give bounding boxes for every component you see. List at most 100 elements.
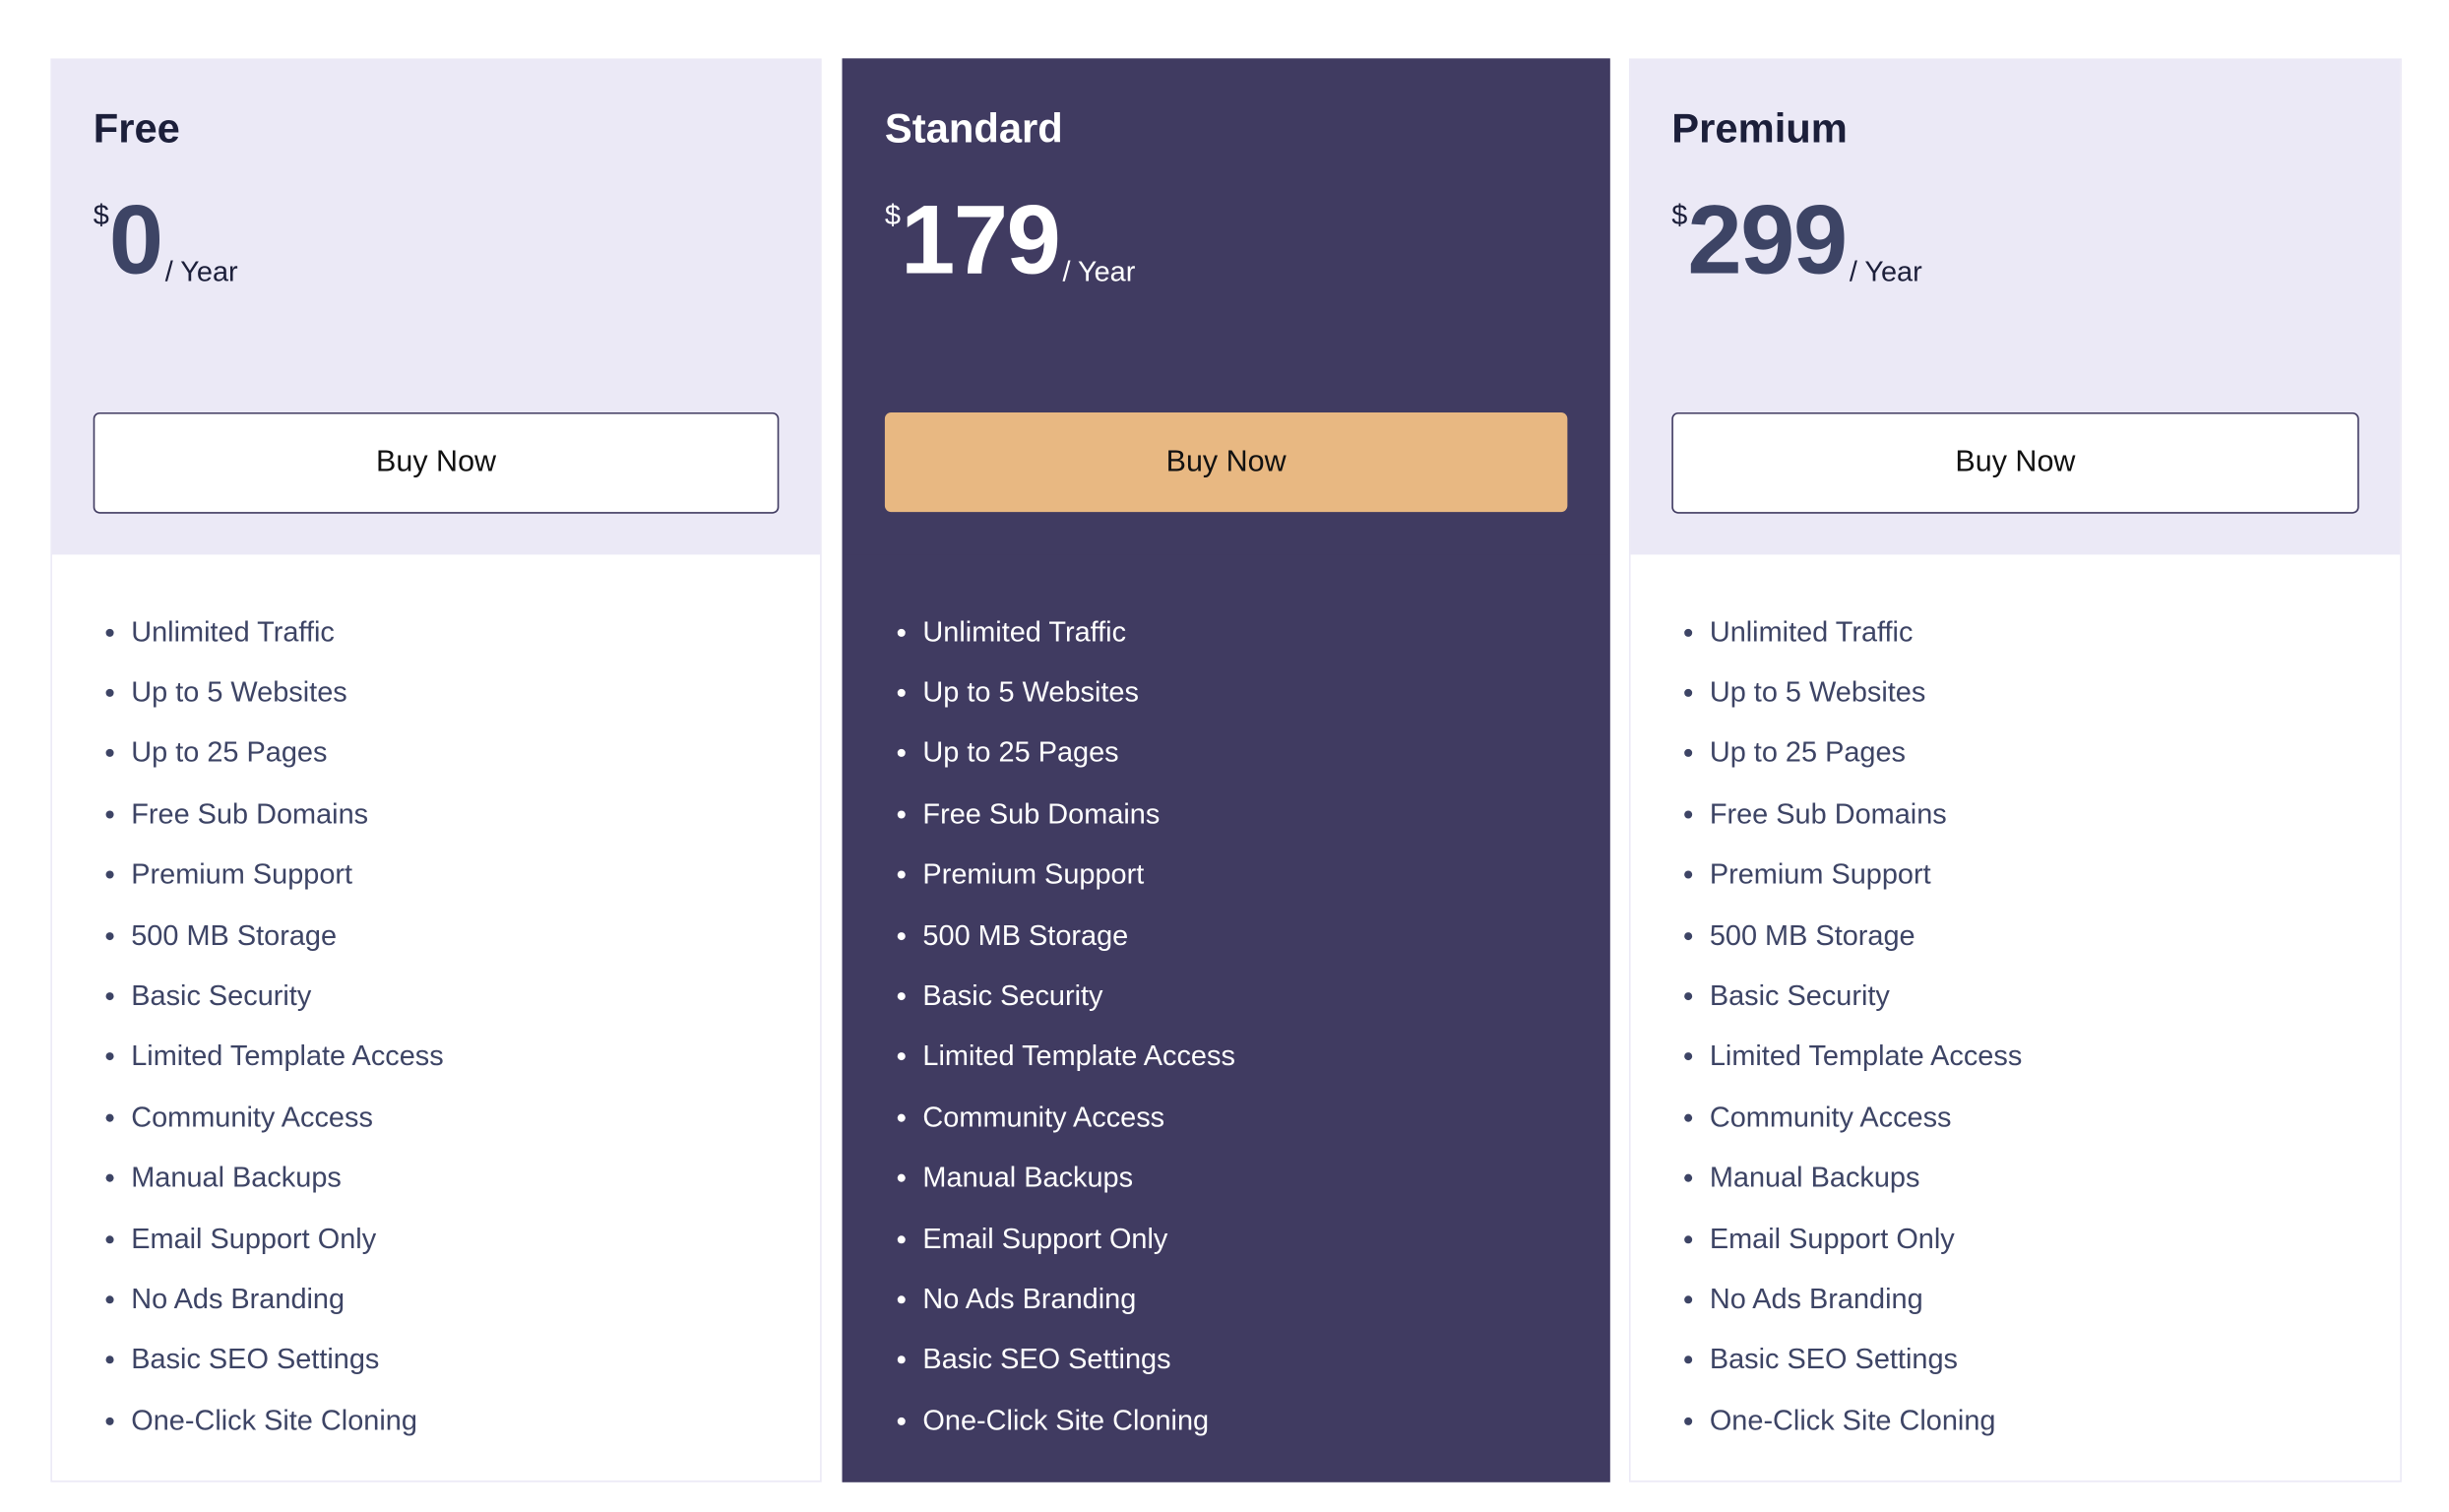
bullet-icon (105, 628, 114, 637)
feature-item: Unlimited Traffic (897, 602, 1235, 663)
feature-label: One-Click Site Cloning (131, 1404, 417, 1436)
bullet-icon (1684, 1295, 1693, 1304)
feature-item: No Ads Branding (897, 1269, 1235, 1330)
feature-item: Community Access (1684, 1088, 2022, 1149)
card-header: Standard $ 179 / Year Buy Now (844, 59, 1609, 555)
feature-item: Community Access (897, 1088, 1235, 1149)
feature-item: Premium Support (897, 845, 1235, 906)
feature-label: No Ads Branding (922, 1283, 1137, 1315)
plan-name: Premium (1671, 103, 1848, 153)
feature-item: Free Sub Domains (1684, 784, 2022, 845)
feature-label: Free Sub Domains (131, 797, 369, 830)
feature-item: Premium Support (105, 845, 444, 906)
price-amount: 0 (108, 186, 163, 296)
plan-name: Free (93, 103, 180, 153)
feature-item: One-Click Site Cloning (897, 1391, 1235, 1452)
price-period: / Year (1849, 256, 1922, 288)
pricing-card-free: Free $ 0 / Year Buy Now Unlimited Traffi… (50, 58, 822, 1482)
bullet-icon (105, 1173, 114, 1183)
feature-item: Unlimited Traffic (1684, 602, 2022, 663)
bullet-icon (1684, 992, 1693, 1001)
feature-label: Up to 25 Pages (922, 736, 1119, 769)
feature-label: Community Access (131, 1101, 373, 1133)
feature-label: Free Sub Domains (922, 797, 1161, 830)
feature-label: Free Sub Domains (1709, 797, 1947, 830)
feature-label: Up to 5 Websites (922, 676, 1139, 709)
bullet-icon (897, 1355, 906, 1364)
feature-label: Basic SEO Settings (922, 1344, 1171, 1376)
feature-label: Manual Backups (1709, 1162, 1920, 1194)
feature-label: No Ads Branding (1709, 1283, 1923, 1315)
feature-label: Email Support Only (131, 1222, 377, 1254)
bullet-icon (1684, 749, 1693, 758)
feature-item: 500 MB Storage (105, 906, 444, 967)
feature-item: Basic Security (1684, 966, 2022, 1027)
feature-label: Community Access (922, 1101, 1165, 1133)
bullet-icon (105, 1295, 114, 1304)
plan-price: $ 179 / Year (885, 186, 1135, 296)
feature-item: Free Sub Domains (105, 784, 444, 845)
feature-label: Community Access (1709, 1101, 1952, 1133)
feature-label: Email Support Only (922, 1222, 1168, 1254)
buy-now-button[interactable]: Buy Now (93, 411, 780, 514)
feature-label: 500 MB Storage (1709, 918, 1915, 951)
feature-item: Manual Backups (1684, 1148, 2022, 1209)
currency-symbol: $ (884, 199, 901, 231)
card-header: Premium $ 299 / Year Buy Now (1630, 59, 2401, 555)
bullet-icon (105, 810, 114, 819)
feature-label: Manual Backups (922, 1162, 1134, 1194)
bullet-icon (897, 1295, 906, 1304)
feature-item: Manual Backups (897, 1148, 1235, 1209)
buy-now-button[interactable]: Buy Now (1671, 411, 2359, 514)
bullet-icon (105, 870, 114, 879)
feature-item: 500 MB Storage (1684, 906, 2022, 967)
bullet-icon (897, 628, 906, 637)
bullet-icon (897, 810, 906, 819)
bullet-icon (897, 931, 906, 940)
feature-label: Up to 5 Websites (1709, 676, 1926, 709)
bullet-icon (897, 1113, 906, 1122)
bullet-icon (897, 870, 906, 879)
pricing-card-premium: Premium $ 299 / Year Buy Now Unlimited T… (1628, 58, 2402, 1482)
feature-item: Up to 25 Pages (1684, 724, 2022, 785)
feature-label: Limited Template Access (131, 1040, 444, 1073)
feature-label: Limited Template Access (922, 1040, 1235, 1073)
feature-label: 500 MB Storage (131, 918, 338, 951)
feature-item: Basic Security (105, 966, 444, 1027)
feature-list: Unlimited Traffic Up to 5 Websites Up to 2… (897, 602, 1235, 1452)
bullet-icon (1684, 688, 1693, 698)
feature-list: Unlimited Traffic Up to 5 Websites Up to 2… (1684, 602, 2022, 1452)
bullet-icon (1684, 1113, 1693, 1122)
bullet-icon (897, 1052, 906, 1061)
currency-symbol: $ (93, 199, 109, 231)
feature-label: Basic SEO Settings (1709, 1344, 1958, 1376)
feature-label: Unlimited Traffic (922, 615, 1127, 648)
bullet-icon (105, 1417, 114, 1425)
feature-label: Premium Support (1709, 858, 1931, 891)
buy-now-button[interactable]: Buy Now (884, 411, 1568, 513)
bullet-icon (105, 992, 114, 1001)
bullet-icon (897, 1417, 906, 1425)
bullet-icon (105, 1052, 114, 1061)
bullet-icon (897, 1173, 906, 1183)
feature-label: Basic SEO Settings (131, 1344, 380, 1376)
feature-label: Up to 25 Pages (131, 736, 328, 769)
feature-item: 500 MB Storage (897, 906, 1235, 967)
feature-label: One-Click Site Cloning (1709, 1404, 1996, 1436)
bullet-icon (105, 1113, 114, 1122)
feature-item: Unlimited Traffic (105, 602, 444, 663)
pricing-card-standard: Standard $ 179 / Year Buy Now Unlimited … (842, 58, 1610, 1482)
feature-item: Up to 5 Websites (1684, 662, 2022, 724)
plan-name: Standard (884, 103, 1063, 153)
feature-item: Up to 5 Websites (897, 662, 1235, 724)
feature-label: 500 MB Storage (922, 918, 1129, 951)
feature-label: Limited Template Access (1709, 1040, 2023, 1073)
feature-label: No Ads Branding (131, 1283, 345, 1315)
bullet-icon (1684, 810, 1693, 819)
feature-item: Limited Template Access (897, 1027, 1235, 1088)
feature-label: Premium Support (922, 858, 1145, 891)
bullet-icon (105, 749, 114, 758)
feature-item: Community Access (105, 1088, 444, 1149)
feature-item: Limited Template Access (105, 1027, 444, 1088)
